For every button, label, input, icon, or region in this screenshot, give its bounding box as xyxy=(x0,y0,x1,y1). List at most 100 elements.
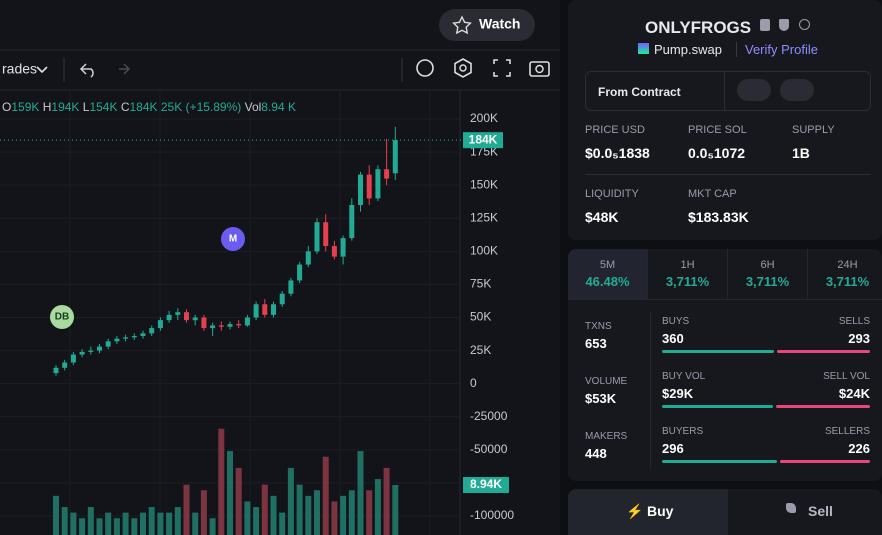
candle-body xyxy=(131,336,137,338)
volume-bar xyxy=(244,501,251,535)
y-tick-label: 200K xyxy=(470,111,498,125)
candle-body xyxy=(392,140,398,174)
search-icon[interactable] xyxy=(799,19,810,30)
volume-bar xyxy=(383,467,390,535)
volume-bar xyxy=(61,507,68,535)
candles: DB M xyxy=(0,126,462,376)
candle-body xyxy=(358,174,363,206)
y-tick-label: -50000 xyxy=(470,442,508,456)
volume-bar xyxy=(209,518,216,535)
candle-body xyxy=(279,293,285,305)
marker-label: DB xyxy=(55,312,69,323)
candle-body xyxy=(349,205,355,239)
volume-bars xyxy=(53,428,399,535)
buy-button[interactable]: ⚡ Buy xyxy=(568,489,728,535)
indicator-icon[interactable] xyxy=(416,59,434,77)
volume-bar xyxy=(96,518,103,535)
chevron xyxy=(36,66,48,74)
candle-body xyxy=(262,304,268,315)
volume-bar xyxy=(218,428,225,535)
sell-label: SELLERS xyxy=(824,426,870,437)
candle-body xyxy=(227,324,233,327)
verify-link[interactable]: Verify Profile xyxy=(745,42,818,57)
time-tab[interactable]: 1H 3,711% xyxy=(648,249,728,299)
separator xyxy=(736,42,737,57)
candle-body xyxy=(297,264,303,281)
marker-label: M xyxy=(229,234,237,245)
sell-icon xyxy=(786,503,796,513)
watch-button[interactable] xyxy=(439,9,535,41)
fullscreen-icon[interactable] xyxy=(493,59,511,77)
volume-bar xyxy=(270,495,277,535)
row-label: VOLUME xyxy=(585,376,628,387)
tab-label: 5M xyxy=(599,259,616,271)
trade-marker xyxy=(221,227,245,251)
ohlc-value: 184K xyxy=(130,100,158,114)
candle-body xyxy=(331,246,337,257)
ohlc-key: C xyxy=(121,100,130,114)
stat-label: PRICE SOL xyxy=(688,124,747,136)
divider xyxy=(568,299,882,300)
volume-bar xyxy=(305,495,312,535)
row-value: 448 xyxy=(585,446,607,461)
trade-stats: 5M 46.48% 1H 3,711% 6H 3,711% 24H 3,711% TXNS 65… xyxy=(568,249,882,481)
time-tab[interactable]: 6H 3,711% xyxy=(728,249,808,299)
stat-value: 1B xyxy=(792,145,810,161)
settings-icon[interactable] xyxy=(454,58,472,78)
contract-label: From Contract xyxy=(598,85,681,99)
undo[interactable] xyxy=(79,63,94,78)
ohlc-legend: O159K H194K L154K C184K 25K (+15.89%) Vo… xyxy=(2,100,296,114)
candle-body xyxy=(114,338,120,342)
candle-body xyxy=(149,328,155,334)
web-button[interactable] xyxy=(780,79,814,101)
change: 25K (+15.89%) xyxy=(161,100,241,114)
volume-bar xyxy=(366,490,373,535)
stat-label: SUPPLY xyxy=(792,124,835,136)
volume-bar xyxy=(314,490,320,535)
candle-body xyxy=(384,169,390,179)
vol-key: Vol xyxy=(245,100,262,114)
buy-label: BUYERS xyxy=(662,426,704,437)
volume-bar xyxy=(392,485,399,535)
candle-body xyxy=(314,222,320,252)
stat-value: $48K xyxy=(585,209,619,225)
copy-icon[interactable] xyxy=(760,19,770,31)
time-tab[interactable]: 5M 46.48% xyxy=(568,249,648,299)
buy-bar xyxy=(662,460,777,463)
ohlc-value: 194K xyxy=(51,100,79,114)
divider xyxy=(585,174,871,175)
camera-icon[interactable] xyxy=(529,61,550,77)
buy-bar xyxy=(662,405,773,408)
time-tab[interactable]: 24H 3,711% xyxy=(808,249,882,299)
interval-select[interactable]: rades xyxy=(2,61,37,77)
volume-tag-bg xyxy=(463,477,509,493)
community-button[interactable] xyxy=(737,79,771,101)
watch-label: Watch xyxy=(479,16,520,32)
tab-label: 1H xyxy=(680,259,695,271)
shield-icon xyxy=(779,19,789,31)
vol-value: 8.94 K xyxy=(261,100,296,114)
volume-bar xyxy=(296,484,303,535)
star-icon xyxy=(452,15,472,35)
volume-bar xyxy=(157,512,164,535)
candle-body xyxy=(97,346,102,351)
buy-bar xyxy=(662,350,774,353)
sell-label: Sell xyxy=(808,503,833,519)
candle-body xyxy=(79,351,85,355)
candle-body xyxy=(236,324,242,326)
candle-body xyxy=(184,312,189,321)
ohlc-key: L xyxy=(83,100,90,114)
candle-body xyxy=(62,362,68,368)
y-tick-label: 100K xyxy=(470,244,498,258)
row-label: MAKERS xyxy=(585,431,628,442)
token-info: ONLYFROGS Pump.swap Verify Profile From … xyxy=(568,0,882,240)
chart-panel: Watch rades DB M O159K H194K L154K C184K … xyxy=(0,9,560,535)
sell-button[interactable]: Sell xyxy=(728,489,882,535)
volume-bar xyxy=(166,512,173,535)
buy-label: Buy xyxy=(647,503,674,519)
y-tick-label: 150K xyxy=(470,177,498,191)
volume-bar xyxy=(113,518,120,535)
ohlc-key: O xyxy=(2,100,11,114)
row-value: 653 xyxy=(585,336,607,351)
redo[interactable] xyxy=(119,63,131,75)
